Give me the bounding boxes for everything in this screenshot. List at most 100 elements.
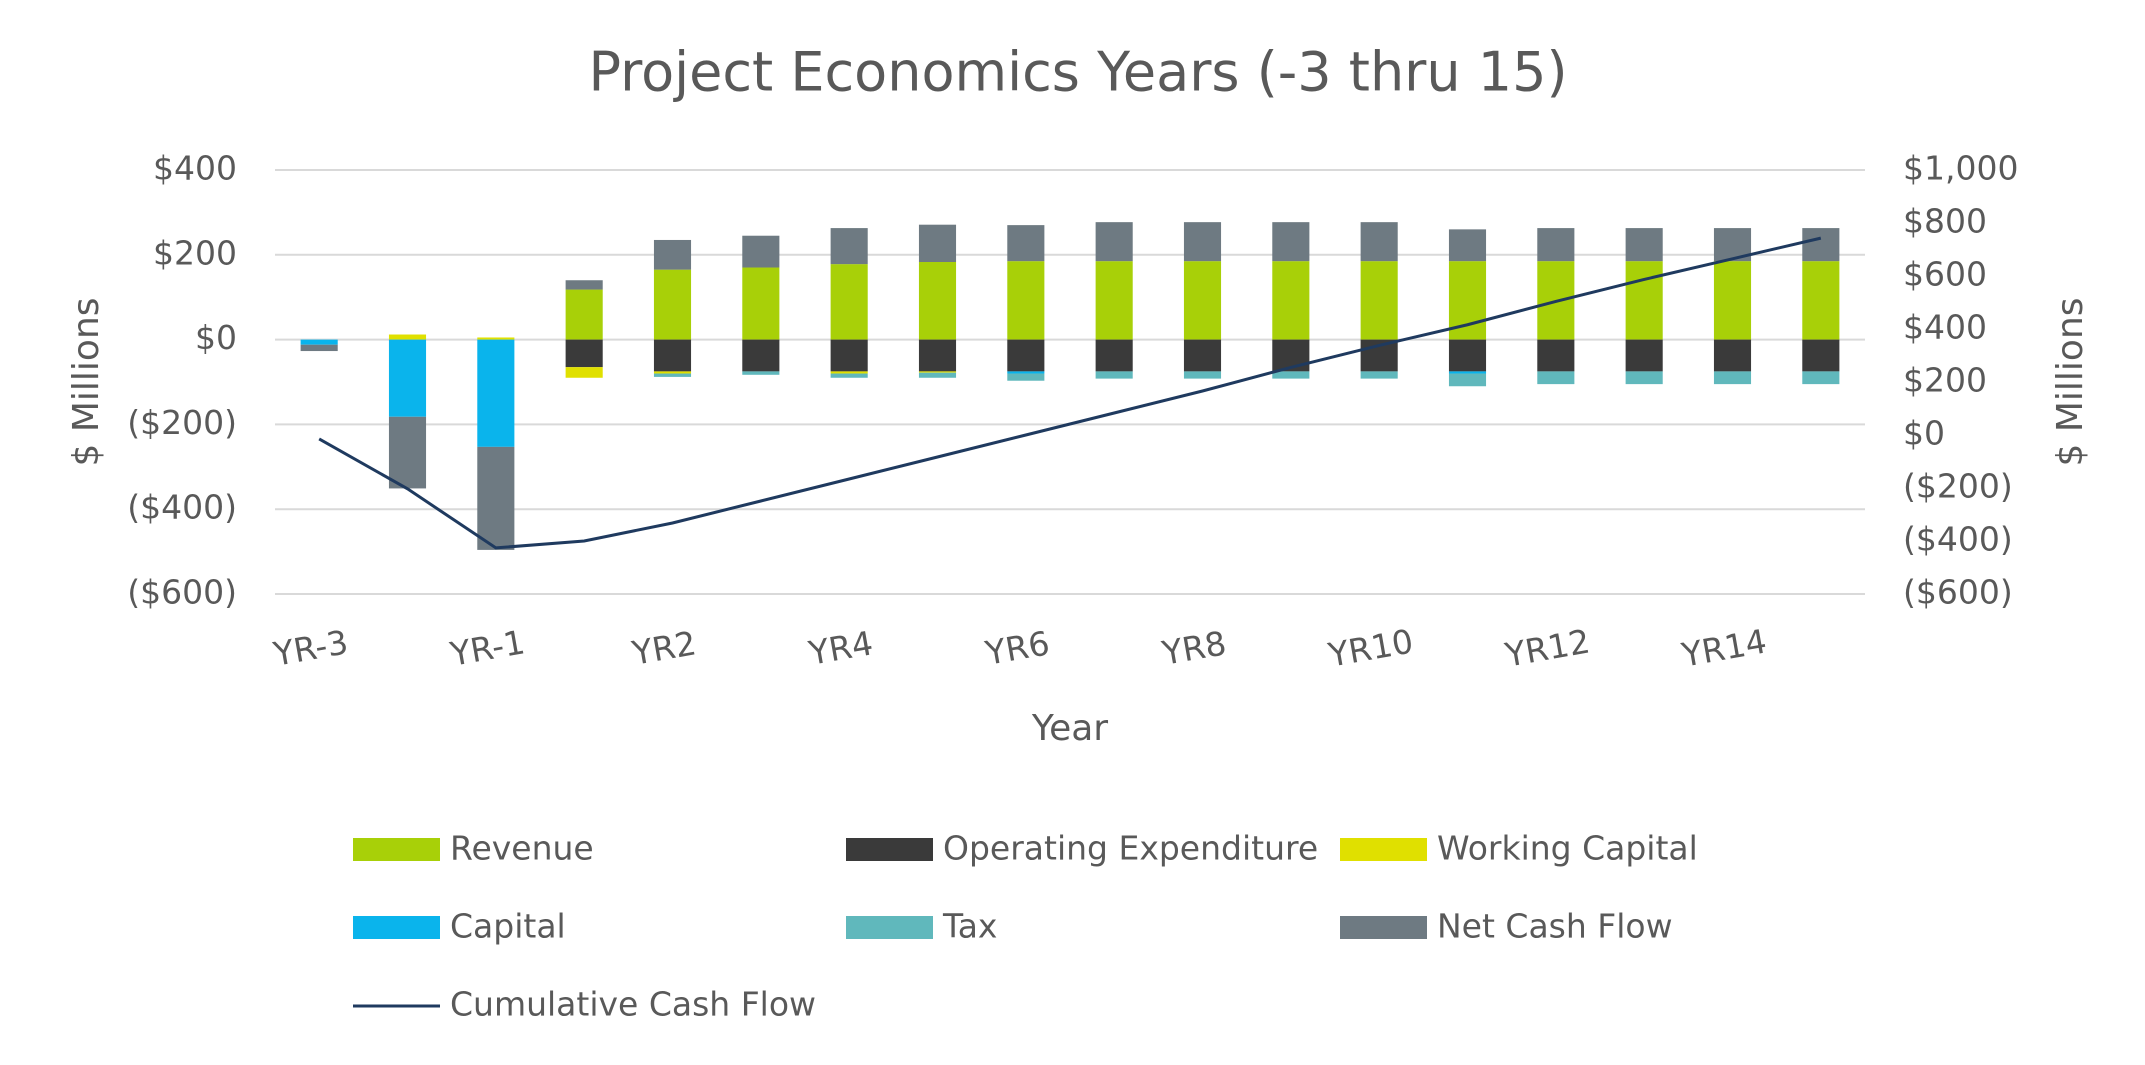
- x-tick-label: YR12: [1501, 621, 1593, 674]
- bar-segment: [300, 344, 338, 352]
- y2-tick-label: $200: [1903, 361, 1987, 400]
- bar-segment: [1802, 261, 1840, 340]
- x-tick-label: YR8: [1158, 623, 1229, 673]
- bar-segment: [1272, 371, 1310, 379]
- x-tick-label: YR6: [982, 623, 1053, 673]
- bar-segment: [1448, 371, 1487, 374]
- bar-segment: [565, 339, 603, 368]
- bar-segment: [830, 373, 868, 378]
- bar-segment: [830, 264, 868, 340]
- bar-segment: [1802, 339, 1840, 372]
- bar-segment: [742, 339, 780, 372]
- bar-segment: [1360, 261, 1398, 340]
- bar-segment: [1095, 222, 1133, 262]
- bar-segment: [1095, 261, 1133, 340]
- bar-segment: [1448, 373, 1487, 387]
- bar-segment: [1007, 373, 1045, 381]
- bar-segment: [1625, 339, 1663, 372]
- legend-swatch: [846, 916, 933, 939]
- y-tick-label: ($400): [127, 488, 237, 527]
- bar-segment: [653, 339, 692, 372]
- legend-label: Operating Expenditure: [943, 829, 1318, 868]
- bar-segment: [1713, 261, 1752, 340]
- bar-segment: [1802, 228, 1840, 262]
- bar-segment: [742, 371, 780, 375]
- bar-segment: [1625, 228, 1663, 262]
- x-tick-label: YR4: [805, 623, 876, 673]
- bar-segment: [918, 262, 957, 340]
- x-tick-label: YR2: [628, 623, 699, 673]
- bar-segment: [565, 280, 603, 290]
- x-tick-label: YR-3: [270, 622, 351, 674]
- chart-title: Project Economics Years (-3 thru 15): [588, 41, 1567, 104]
- bar-segment: [1802, 371, 1840, 385]
- legend-label: Tax: [942, 907, 997, 946]
- bar-segment: [1713, 339, 1752, 372]
- bar-segment: [653, 371, 692, 374]
- bar-segment: [1537, 371, 1575, 385]
- bar-segment: [300, 339, 338, 345]
- bar-segment: [1537, 228, 1575, 262]
- bar-segment: [1360, 222, 1398, 262]
- bar-segment: [1095, 339, 1133, 372]
- bar-segment: [1272, 261, 1310, 340]
- bar-segment: [1360, 371, 1398, 379]
- bar-segment: [1007, 261, 1045, 340]
- y2-axis-title: $ Millions: [2050, 297, 2091, 466]
- y2-tick-label: $400: [1903, 308, 1987, 347]
- y2-tick-label: $800: [1903, 202, 1987, 241]
- y-tick-label: $200: [153, 233, 237, 272]
- bar-segment: [1713, 371, 1752, 385]
- legend-swatch: [353, 916, 440, 939]
- y-tick-label: ($600): [127, 573, 237, 612]
- bar-segment: [742, 235, 780, 268]
- bar-segment: [1448, 229, 1487, 262]
- bar-segment: [388, 334, 427, 340]
- legend-label: Net Cash Flow: [1437, 907, 1673, 946]
- bar-segment: [388, 339, 427, 417]
- bar-segment: [830, 371, 868, 374]
- y2-tick-label: $1,000: [1903, 149, 2018, 188]
- bar-segment: [1007, 371, 1045, 374]
- y2-tick-label: ($600): [1903, 573, 2013, 612]
- bar-segment: [653, 239, 692, 270]
- legend-label: Cumulative Cash Flow: [450, 985, 816, 1024]
- bar-segment: [918, 371, 957, 373]
- bar-segment: [1537, 339, 1575, 372]
- bar-segment: [1095, 371, 1133, 379]
- bar-segment: [477, 446, 515, 550]
- bar-segment: [918, 339, 957, 372]
- bar-segment: [388, 416, 427, 489]
- bar-segment: [1007, 339, 1045, 372]
- x-tick-label: YR-1: [446, 622, 527, 674]
- bar-segment: [1272, 222, 1310, 262]
- legend-label: Capital: [450, 907, 566, 946]
- bar-segment: [1183, 371, 1222, 379]
- bar-segment: [477, 337, 515, 340]
- bar-segment: [742, 267, 780, 340]
- y2-tick-label: $600: [1903, 255, 1987, 294]
- bar-segment: [830, 339, 868, 372]
- y-axis-title: $ Millions: [66, 297, 107, 466]
- legend-swatch: [846, 838, 933, 861]
- y-tick-label: ($200): [127, 403, 237, 442]
- bar-segment: [565, 289, 603, 340]
- bar-segment: [1448, 339, 1487, 372]
- bar-segment: [477, 339, 515, 447]
- y-tick-label: $0: [195, 318, 237, 357]
- y2-tick-label: ($400): [1903, 520, 2013, 559]
- legend-swatch: [1340, 916, 1427, 939]
- bar-segment: [1625, 371, 1663, 385]
- legend-label: Revenue: [450, 829, 594, 868]
- y2-tick-label: $0: [1903, 414, 1945, 453]
- legend-swatch: [1340, 838, 1427, 861]
- bar-segment: [1183, 339, 1222, 372]
- bar-segment: [565, 367, 603, 378]
- line-series: [318, 236, 1822, 550]
- bar-segment: [918, 372, 957, 378]
- bar-segment: [1183, 222, 1222, 262]
- bar-segment: [653, 373, 692, 377]
- x-axis-title: Year: [1031, 708, 1108, 749]
